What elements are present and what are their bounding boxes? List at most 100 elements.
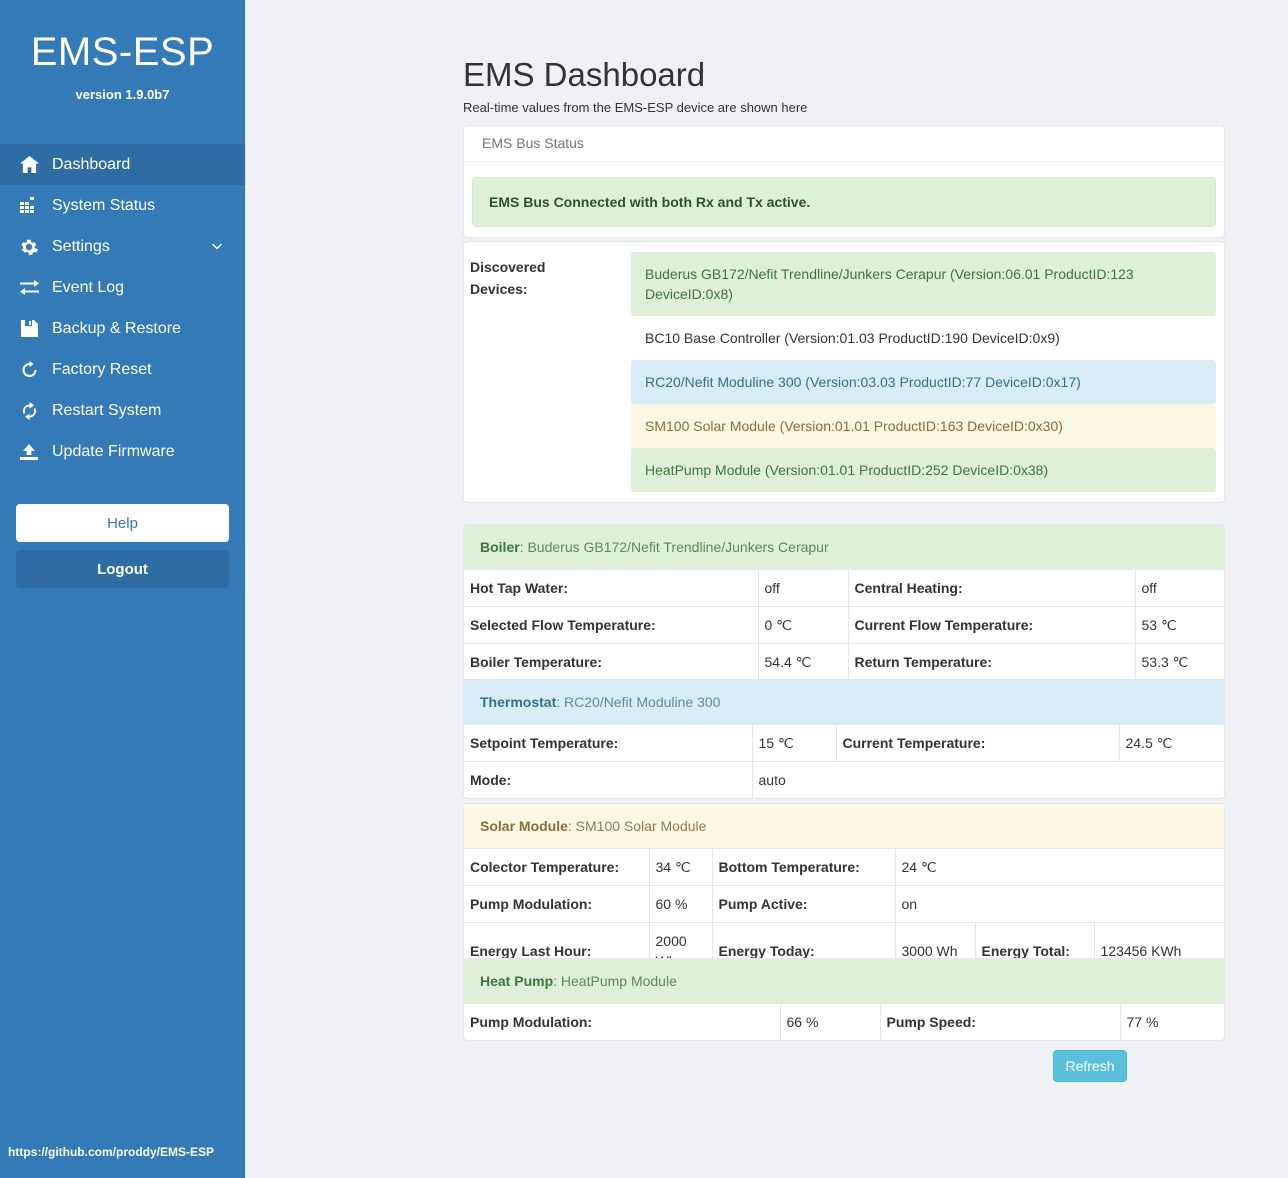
- table-row: Setpoint Temperature: 15 ℃ Current Tempe…: [464, 724, 1224, 762]
- sidebar-item-update-firmware-label: Update Firmware: [52, 442, 175, 460]
- refresh-button[interactable]: Refresh: [1053, 1050, 1127, 1082]
- cell-value: 54.4 ℃: [758, 643, 849, 680]
- list-item[interactable]: HeatPump Module (Version:01.01 ProductID…: [631, 448, 1216, 492]
- cell-value: 24 ℃: [895, 848, 1224, 886]
- boiler-panel: Boiler: Buderus GB172/Nefit Trendline/Ju…: [463, 524, 1225, 681]
- brand-title: EMS-ESP: [30, 30, 215, 74]
- sidebar-item-dashboard[interactable]: Dashboard: [0, 144, 245, 185]
- list-item[interactable]: SM100 Solar Module (Version:01.01 Produc…: [631, 404, 1216, 448]
- cell-value: off: [1135, 569, 1224, 607]
- page-subtitle: Real-time values from the EMS-ESP device…: [463, 100, 808, 115]
- cell-key: Selected Flow Temperature:: [464, 606, 759, 644]
- table-row: Boiler Temperature: 54.4 ℃ Return Temper…: [464, 643, 1224, 680]
- boiler-table: Hot Tap Water: off Central Heating: off …: [464, 569, 1224, 680]
- boiler-panel-header: Boiler: Buderus GB172/Nefit Trendline/Ju…: [464, 525, 1224, 569]
- sidebar-nav: Dashboard System Status Settings: [0, 144, 245, 472]
- cell-key: Return Temperature:: [848, 643, 1136, 680]
- github-link[interactable]: https://github.com/proddy/EMS-ESP: [8, 1145, 214, 1159]
- sidebar-item-settings[interactable]: Settings: [0, 226, 245, 267]
- thermostat-panel: Thermostat: RC20/Nefit Moduline 300 Setp…: [463, 679, 1225, 799]
- heat-pump-panel-header-value: : HeatPump Module: [553, 973, 677, 989]
- solar-module-panel-header: Solar Module: SM100 Solar Module: [464, 804, 1224, 848]
- sidebar-item-event-log-label: Event Log: [52, 278, 125, 296]
- cell-key: Bottom Temperature:: [712, 848, 896, 886]
- list-item[interactable]: Buderus GB172/Nefit Trendline/Junkers Ce…: [631, 252, 1216, 316]
- sidebar-item-factory-reset-label: Factory Reset: [52, 360, 152, 378]
- table-row: Hot Tap Water: off Central Heating: off: [464, 569, 1224, 607]
- table-row: Pump Modulation: 66 % Pump Speed: 77 %: [464, 1003, 1224, 1040]
- cell-value: 53.3 ℃: [1135, 643, 1224, 680]
- ems-bus-status-card-title: EMS Bus Status: [464, 126, 1224, 162]
- cell-value: 53 ℃: [1135, 606, 1224, 644]
- ems-bus-status-card-body: EMS Bus Connected with both Rx and Tx ac…: [464, 162, 1224, 237]
- cell-key: Boiler Temperature:: [464, 643, 759, 680]
- sidebar-item-restart-system[interactable]: Restart System: [0, 390, 245, 431]
- sidebar-item-dashboard-label: Dashboard: [52, 155, 131, 173]
- cell-key: Current Flow Temperature:: [848, 606, 1136, 644]
- chevron-down-icon[interactable]: [211, 241, 223, 253]
- cell-value: off: [758, 569, 849, 607]
- sidebar-item-restart-system-label: Restart System: [52, 401, 162, 419]
- cell-value: 0 ℃: [758, 606, 849, 644]
- thermostat-panel-header-key: Thermostat: [480, 694, 557, 710]
- cell-key: Central Heating:: [848, 569, 1136, 607]
- main-content: EMS Dashboard Real-time values from the …: [246, 0, 1288, 1178]
- cell-key: Pump Modulation:: [464, 885, 650, 923]
- cell-value: on: [895, 885, 1224, 923]
- cell-key: Colector Temperature:: [464, 848, 650, 886]
- heat-pump-panel: Heat Pump: HeatPump Module Pump Modulati…: [463, 958, 1225, 1041]
- home-icon: [14, 156, 44, 173]
- cell-key: Pump Active:: [712, 885, 896, 923]
- solar-table: Colector Temperature: 34 ℃ Bottom Temper…: [464, 848, 1224, 979]
- cell-value: 34 ℃: [649, 848, 713, 886]
- solar-module-panel-header-value: : SM100 Solar Module: [567, 818, 707, 834]
- discovered-devices-card: Discovered Devices: Buderus GB172/Nefit T…: [463, 241, 1225, 503]
- upload-icon: [14, 443, 44, 460]
- cell-value: 66 %: [780, 1003, 881, 1040]
- cell-key: Hot Tap Water:: [464, 569, 759, 607]
- thermostat-table: Setpoint Temperature: 15 ℃ Current Tempe…: [464, 724, 1224, 798]
- sidebar-actions: Help Logout: [0, 504, 245, 588]
- cell-key: Setpoint Temperature:: [464, 724, 753, 762]
- cell-key: Mode:: [464, 761, 753, 798]
- exchange-icon: [14, 280, 44, 295]
- sidebar-item-backup-restore-label: Backup & Restore: [52, 319, 181, 337]
- sidebar-item-factory-reset[interactable]: Factory Reset: [0, 349, 245, 390]
- thermostat-panel-header: Thermostat: RC20/Nefit Moduline 300: [464, 680, 1224, 724]
- cell-value: 15 ℃: [752, 724, 837, 762]
- cell-key: Current Temperature:: [836, 724, 1120, 762]
- heat-pump-panel-header-key: Heat Pump: [480, 973, 554, 989]
- boiler-panel-header-key: Boiler: [480, 539, 520, 555]
- bar-chart-icon: [14, 197, 44, 214]
- sidebar-item-system-status-label: System Status: [52, 196, 156, 214]
- thermostat-panel-header-value: : RC20/Nefit Moduline 300: [556, 694, 721, 710]
- logout-button[interactable]: Logout: [16, 550, 229, 588]
- list-item[interactable]: BC10 Base Controller (Version:01.03 Prod…: [631, 316, 1216, 360]
- ems-bus-status-card: EMS Bus Status EMS Bus Connected with bo…: [463, 125, 1225, 238]
- refresh-icon: [14, 360, 44, 379]
- cell-value: 77 %: [1120, 1003, 1224, 1040]
- sidebar: EMS-ESP version 1.9.0b7 Dashboard Sy: [0, 0, 246, 1178]
- sync-icon: [14, 401, 44, 420]
- sidebar-item-system-status[interactable]: System Status: [0, 185, 245, 226]
- brand-block: EMS-ESP version 1.9.0b7: [0, 0, 245, 103]
- cell-key: Pump Speed:: [880, 1003, 1121, 1040]
- sidebar-item-update-firmware[interactable]: Update Firmware: [0, 431, 245, 472]
- save-icon: [14, 320, 44, 337]
- brand-version: version 1.9.0b7: [75, 87, 170, 102]
- table-row: Colector Temperature: 34 ℃ Bottom Temper…: [464, 848, 1224, 886]
- heat-pump-panel-header: Heat Pump: HeatPump Module: [464, 959, 1224, 1003]
- discovered-devices-label: Discovered Devices:: [470, 259, 546, 297]
- solar-module-panel-header-key: Solar Module: [480, 818, 568, 834]
- cell-value: 60 %: [649, 885, 713, 923]
- boiler-panel-header-value: : Buderus GB172/Nefit Trendline/Junkers …: [519, 539, 829, 555]
- sidebar-item-settings-label: Settings: [52, 237, 110, 255]
- help-button[interactable]: Help: [16, 504, 229, 542]
- sidebar-item-event-log[interactable]: Event Log: [0, 267, 245, 308]
- sidebar-item-backup-restore[interactable]: Backup & Restore: [0, 308, 245, 349]
- list-item[interactable]: RC20/Nefit Moduline 300 (Version:03.03 P…: [631, 360, 1216, 404]
- bus-status-alert: EMS Bus Connected with both Rx and Tx ac…: [472, 177, 1216, 227]
- table-row: Mode: auto: [464, 761, 1224, 798]
- discovered-devices-list: Buderus GB172/Nefit Trendline/Junkers Ce…: [631, 242, 1224, 502]
